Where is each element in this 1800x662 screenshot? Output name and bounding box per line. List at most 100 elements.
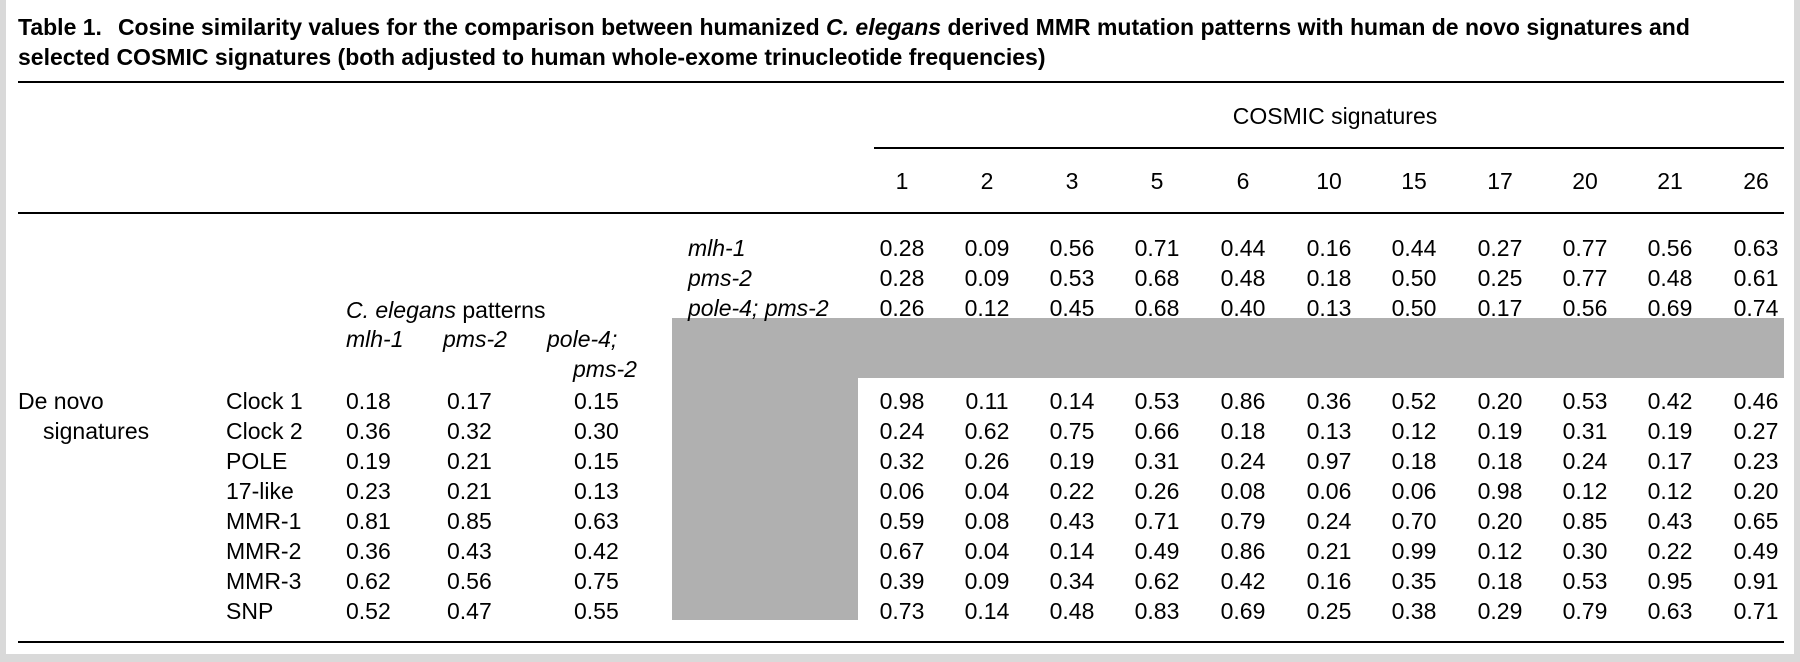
- table-cell: 0.48: [1049, 598, 1095, 624]
- denovo-row-label: MMR-1: [226, 508, 302, 534]
- table-cell: 0.34: [1049, 568, 1095, 594]
- table-cell: 0.38: [1391, 598, 1437, 624]
- table-cell: 0.21: [447, 478, 492, 504]
- table-cell: 0.42: [574, 538, 619, 564]
- denovo-row-label: POLE: [226, 448, 288, 474]
- table-cell: 0.20: [1477, 508, 1523, 534]
- table-cell: 0.20: [1477, 388, 1523, 414]
- table-cell: 0.50: [1391, 265, 1437, 291]
- table-cell: 0.67: [879, 538, 925, 564]
- cosmic-col-header-17: 17: [1487, 168, 1513, 194]
- bottom-rule: [18, 641, 1784, 643]
- table-cell: 0.19: [1477, 418, 1523, 444]
- table-caption: Table 1. Cosine similarity values for the…: [18, 12, 1788, 72]
- table-cell: 0.36: [1306, 388, 1352, 414]
- denovo-row-label: SNP: [226, 598, 274, 624]
- denovo-row-label: MMR-2: [226, 538, 302, 564]
- table-cell: 0.49: [1733, 538, 1779, 564]
- celegans-rest: patterns: [455, 297, 546, 323]
- table-cell: 0.71: [1733, 598, 1779, 624]
- table-cell: 0.20: [1733, 478, 1779, 504]
- table-cell: 0.25: [1306, 598, 1352, 624]
- table-cell: 0.43: [447, 538, 492, 564]
- table-cell: 0.12: [964, 295, 1010, 321]
- cosmic-header-rule: [874, 147, 1784, 149]
- table-cell: 0.09: [964, 235, 1010, 261]
- table-cell: 0.63: [574, 508, 619, 534]
- table-cell: 0.28: [879, 235, 925, 261]
- table-cell: 0.30: [1562, 538, 1608, 564]
- table-cell: 0.48: [1647, 265, 1693, 291]
- table-cell: 0.32: [447, 418, 492, 444]
- table-cell: 0.06: [1306, 478, 1352, 504]
- table-cell: 0.24: [1220, 448, 1266, 474]
- table-cell: 0.56: [1647, 235, 1693, 261]
- table-cell: 0.42: [1647, 388, 1693, 414]
- table-cell: 0.62: [1134, 568, 1180, 594]
- table-cell: 0.71: [1134, 235, 1180, 261]
- table-cell: 0.63: [1733, 235, 1779, 261]
- denovo-row-label: Clock 2: [226, 418, 303, 444]
- table-cell: 0.12: [1391, 418, 1437, 444]
- table-cell: 0.70: [1391, 508, 1437, 534]
- table-cell: 0.14: [964, 598, 1010, 624]
- cosmic-col-header-20: 20: [1572, 168, 1598, 194]
- table-cell: 0.62: [964, 418, 1010, 444]
- table-cell: 0.91: [1733, 568, 1779, 594]
- table-cell: 0.21: [1306, 538, 1352, 564]
- table-cell: 0.86: [1220, 538, 1266, 564]
- table-cell: 0.18: [1477, 568, 1523, 594]
- cosmic-col-header-26: 26: [1743, 168, 1769, 194]
- table-cell: 0.24: [1306, 508, 1352, 534]
- cosmic-col-header-1: 1: [895, 168, 909, 194]
- table-cell: 0.73: [879, 598, 925, 624]
- table-cell: 0.53: [1134, 388, 1180, 414]
- table-cell: 0.83: [1134, 598, 1180, 624]
- table-cell: 0.12: [1562, 478, 1608, 504]
- table-cell: 0.13: [1306, 295, 1352, 321]
- table-cell: 0.95: [1647, 568, 1693, 594]
- caption-text-1: Cosine similarity values for the compari…: [117, 14, 827, 40]
- table-cell: 0.31: [1562, 418, 1608, 444]
- table-cell: 0.31: [1134, 448, 1180, 474]
- table-cell: 0.15: [574, 448, 619, 474]
- table-cell: 0.08: [964, 508, 1010, 534]
- table-cell: 0.53: [1562, 568, 1608, 594]
- table-cell: 0.36: [346, 538, 391, 564]
- table-cell: 0.66: [1134, 418, 1180, 444]
- table-cell: 0.17: [1647, 448, 1693, 474]
- table-label: Table 1.: [18, 14, 102, 40]
- table-cell: 0.08: [1220, 478, 1266, 504]
- table-cell: 0.11: [965, 388, 1009, 414]
- table-cell: 0.79: [1562, 598, 1608, 624]
- table-cell: 0.15: [574, 388, 619, 414]
- table-cell: 0.39: [879, 568, 925, 594]
- table-cell: 0.98: [1477, 478, 1523, 504]
- table-cell: 0.85: [1562, 508, 1608, 534]
- table-cell: 0.97: [1306, 448, 1352, 474]
- table-cell: 0.55: [574, 598, 619, 624]
- denovo-label-line1: De novo: [18, 388, 104, 414]
- celegans-row-label: pole-4; pms-2: [688, 295, 829, 321]
- table-cell: 0.18: [1477, 448, 1523, 474]
- table-cell: 0.56: [1562, 295, 1608, 321]
- table-cell: 0.18: [346, 388, 391, 414]
- celegans-row-label: pms-2: [688, 265, 752, 291]
- table-cell: 0.06: [1391, 478, 1437, 504]
- table-cell: 0.42: [1220, 568, 1266, 594]
- caption-text-2: derived MMR mutation patterns with human…: [18, 14, 1690, 70]
- denovo-label-line2: signatures: [43, 418, 150, 444]
- denovo-row-label: Clock 1: [226, 388, 303, 414]
- cosmic-col-header-2: 2: [980, 168, 994, 194]
- top-rule: [18, 81, 1784, 83]
- celegans-patterns-header: C. elegans patterns: [346, 295, 545, 325]
- table-cell: 0.13: [1306, 418, 1352, 444]
- table-cell: 0.22: [1049, 478, 1095, 504]
- scan-edge-left: [0, 0, 6, 662]
- table-cell: 0.43: [1647, 508, 1693, 534]
- table-cell: 0.53: [1562, 388, 1608, 414]
- table-cell: 0.12: [1477, 538, 1523, 564]
- table-cell: 0.21: [447, 448, 492, 474]
- table-cell: 0.98: [879, 388, 925, 414]
- scan-edge-right: [1794, 0, 1800, 662]
